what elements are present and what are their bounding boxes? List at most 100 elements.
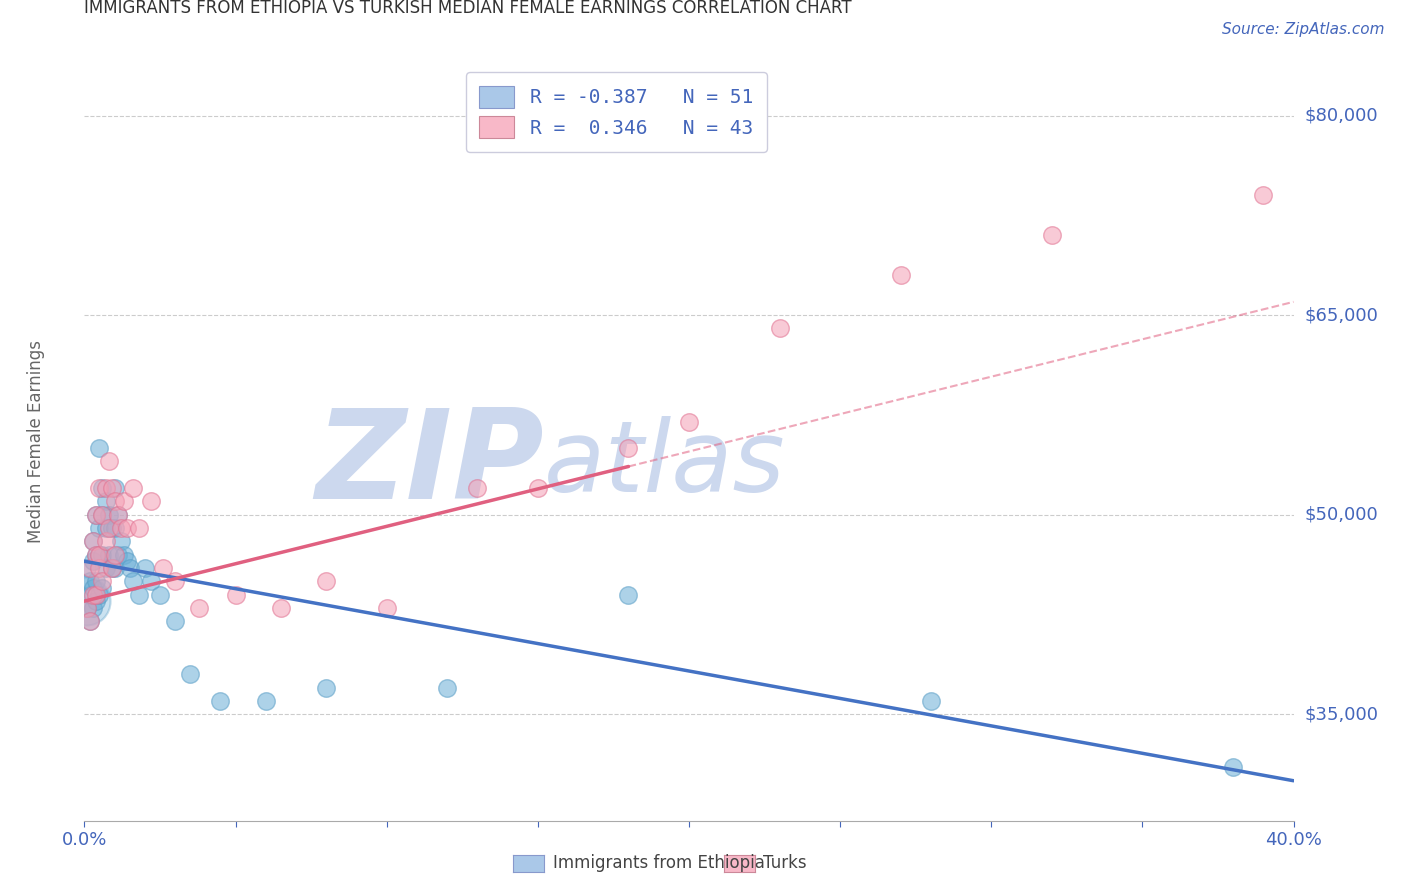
Point [128, 521, 150, 535]
Point [89, 481, 111, 495]
Point [86, 587, 108, 601]
Point [94, 561, 117, 575]
Point [82, 534, 104, 549]
Point [79, 587, 101, 601]
Point [91, 574, 114, 589]
Point [76, 600, 98, 615]
Point [86, 594, 108, 608]
Point [104, 481, 127, 495]
Point [920, 694, 942, 708]
Point [97, 521, 120, 535]
Point [270, 600, 292, 615]
Point [179, 667, 201, 681]
Point [89, 521, 111, 535]
Point [100, 481, 122, 495]
Point [97, 548, 120, 562]
Point [91, 481, 114, 495]
Text: IMMIGRANTS FROM ETHIOPIA VS TURKISH MEDIAN FEMALE EARNINGS CORRELATION CHART: IMMIGRANTS FROM ETHIOPIA VS TURKISH MEDI… [84, 0, 852, 17]
Point [139, 494, 162, 508]
Point [76, 600, 98, 615]
Point [107, 508, 129, 522]
Point [118, 561, 141, 575]
Text: $35,000: $35,000 [1305, 706, 1379, 723]
Point [436, 681, 458, 695]
Point [82, 581, 104, 595]
Point [165, 574, 187, 589]
Point [149, 587, 172, 601]
Point [467, 481, 489, 495]
Point [82, 534, 104, 549]
Point [115, 554, 138, 568]
Point [254, 694, 277, 708]
Text: $80,000: $80,000 [1305, 107, 1378, 125]
Point [89, 548, 111, 562]
Point [1222, 760, 1244, 774]
Point [1253, 188, 1275, 202]
Point [89, 441, 111, 455]
Point [107, 548, 129, 562]
Point [617, 441, 640, 455]
Point [91, 548, 114, 562]
Point [134, 561, 156, 575]
Point [678, 415, 700, 429]
Point [97, 508, 120, 522]
Point [769, 321, 792, 335]
Point [86, 548, 108, 562]
Point [100, 521, 122, 535]
Point [121, 574, 143, 589]
Point [1040, 228, 1063, 243]
Point [86, 548, 108, 562]
Text: Turks: Turks [763, 855, 807, 872]
Point [315, 574, 337, 589]
Point [527, 481, 550, 495]
Point [89, 587, 111, 601]
Text: $65,000: $65,000 [1305, 306, 1378, 324]
Point [165, 614, 187, 628]
Point [76, 561, 98, 575]
Point [110, 521, 132, 535]
Point [89, 548, 111, 562]
Point [188, 600, 211, 615]
Point [104, 494, 127, 508]
Point [86, 508, 108, 522]
Point [97, 454, 120, 468]
Point [82, 600, 104, 615]
Text: Median Female Earnings: Median Female Earnings [27, 340, 45, 543]
Point [82, 554, 104, 568]
Point [89, 561, 111, 575]
Point [152, 561, 174, 575]
Point [79, 614, 101, 628]
Point [225, 587, 247, 601]
Point [110, 534, 132, 549]
Text: $50,000: $50,000 [1305, 506, 1378, 524]
Point [121, 481, 143, 495]
Point [139, 574, 162, 589]
Point [94, 521, 117, 535]
Point [91, 508, 114, 522]
Point [104, 548, 127, 562]
Text: Immigrants from Ethiopia: Immigrants from Ethiopia [553, 855, 765, 872]
Point [86, 508, 108, 522]
Point [107, 508, 129, 522]
Point [79, 561, 101, 575]
Point [91, 508, 114, 522]
Point [100, 561, 122, 575]
Point [128, 587, 150, 601]
Point [94, 494, 117, 508]
Point [82, 587, 104, 601]
Point [94, 481, 117, 495]
Point [94, 534, 117, 549]
Point [112, 494, 135, 508]
Point [315, 681, 337, 695]
Point [104, 561, 127, 575]
Point [115, 521, 138, 535]
Point [209, 694, 232, 708]
Point [104, 521, 127, 535]
Point [86, 574, 108, 589]
Point [112, 548, 135, 562]
Point [100, 561, 122, 575]
Point [890, 268, 912, 283]
Text: ZIP: ZIP [315, 404, 544, 524]
Text: Source: ZipAtlas.com: Source: ZipAtlas.com [1222, 22, 1385, 37]
Text: atlas: atlas [544, 416, 786, 513]
